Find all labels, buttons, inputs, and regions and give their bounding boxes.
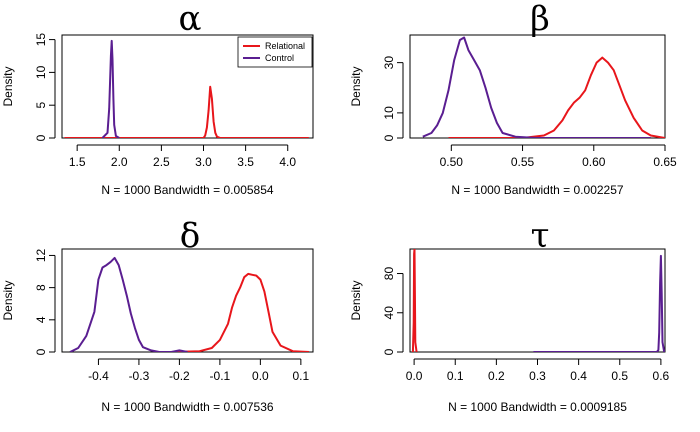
panel-title: β — [530, 0, 550, 39]
series-line-control — [101, 39, 120, 138]
x-tick-label: 1.5 — [69, 155, 86, 169]
panel-title: τ — [531, 216, 550, 256]
x-tick-label: 0.60 — [582, 155, 606, 169]
y-tick-label: 0 — [34, 134, 48, 141]
y-tick-label: 4 — [34, 316, 48, 323]
x-axis-label: N = 1000 Bandwidth = 0.0009185 — [448, 400, 627, 414]
y-tick-label: 40 — [382, 306, 396, 320]
y-tick-label: 15 — [34, 33, 48, 47]
x-axis-label: N = 1000 Bandwidth = 0.002257 — [451, 183, 623, 197]
y-tick-label: 0 — [382, 348, 396, 355]
y-tick-label: 10 — [34, 65, 48, 79]
series-line-relational — [171, 272, 310, 352]
legend-box — [237, 36, 313, 68]
y-tick-label: 5 — [34, 102, 48, 109]
series-line-relational — [64, 85, 309, 138]
x-tick-label: 0.6 — [653, 369, 670, 383]
y-tick-label: 8 — [34, 284, 48, 291]
x-tick-label: 0.55 — [511, 155, 535, 169]
x-tick-label: -0.3 — [129, 369, 150, 383]
x-tick-label: 0.3 — [529, 369, 546, 383]
x-axis-label: N = 1000 Bandwidth = 0.007536 — [101, 400, 273, 414]
panel-1: α 1.5 2.0 2.5 3.0 3.5 4.0 0 5 10 15 N = 1000 Bandwi… — [1, 0, 314, 197]
y-tick-label: 10 — [382, 106, 396, 120]
x-tick-label: 0.4 — [570, 369, 587, 383]
x-tick-label: 0.0 — [252, 369, 269, 383]
plot-frame — [409, 248, 666, 353]
x-tick-label: 2.0 — [111, 155, 128, 169]
y-axis-label: Density — [349, 280, 363, 320]
y-tick-label: 80 — [382, 267, 396, 281]
x-tick-label: 2.5 — [153, 155, 170, 169]
x-tick-label: 0.65 — [653, 155, 677, 169]
y-axis-label: Density — [1, 280, 15, 320]
x-tick-label: -0.1 — [210, 369, 231, 383]
panel-4: τ 0.0 0.1 0.2 0.3 0.4 0.5 0.6 0 40 80 N = 1000 Band… — [349, 216, 670, 414]
x-tick-label: 0.1 — [447, 369, 464, 383]
panel-title: α — [179, 0, 202, 39]
legend-label-relational: Relational — [265, 41, 305, 51]
y-axis-label: Density — [349, 66, 363, 106]
series-line-relational — [448, 56, 665, 138]
series-line-control — [533, 254, 665, 352]
x-tick-label: 4.0 — [279, 155, 296, 169]
x-tick-label: 0.2 — [488, 369, 505, 383]
panel-title: δ — [180, 216, 200, 256]
series-line-control — [69, 256, 188, 352]
panel-3: δ -0.4 -0.3 -0.2 -0.1 0.0 0.1 0 4 8 12 N = 1000 Ban… — [1, 216, 314, 414]
x-tick-label: 0.5 — [611, 369, 628, 383]
y-tick-label: 30 — [382, 56, 396, 70]
y-tick-label: 0 — [382, 134, 396, 141]
legend-label-control: Control — [265, 53, 294, 63]
panel-2: β 0.50 0.55 0.60 0.65 0 10 30 N = 1000 Bandwidth… — [349, 0, 677, 197]
y-axis-label: Density — [1, 66, 15, 106]
x-tick-label: 3.5 — [237, 155, 254, 169]
legend: Relational Control — [237, 36, 313, 68]
y-tick-label: 0 — [34, 348, 48, 355]
x-axis-label: N = 1000 Bandwidth = 0.005854 — [101, 183, 273, 197]
x-tick-label: 0.0 — [406, 369, 423, 383]
y-tick-label: 12 — [34, 248, 48, 262]
x-tick-label: 3.0 — [195, 155, 212, 169]
x-tick-label: 0.1 — [293, 369, 310, 383]
x-tick-label: 0.50 — [440, 155, 464, 169]
series-line-relational — [411, 249, 418, 352]
x-tick-label: -0.2 — [169, 369, 190, 383]
x-tick-label: -0.4 — [88, 369, 109, 383]
series-line-control — [422, 36, 651, 138]
